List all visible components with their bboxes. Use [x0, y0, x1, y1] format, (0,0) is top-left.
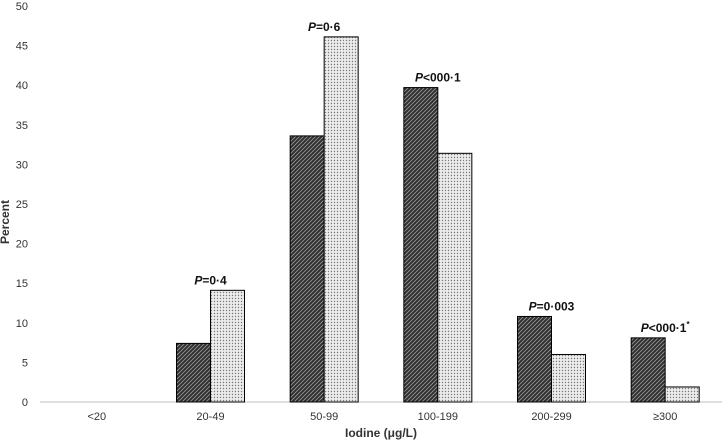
y-tick-label: 5	[22, 357, 28, 369]
bar-dark	[176, 342, 211, 403]
x-tick-label: ≥300	[653, 411, 677, 423]
y-tick-label: 45	[16, 41, 28, 53]
bars	[176, 36, 700, 403]
bar-light	[551, 353, 586, 403]
p-value-label: P=0·003	[529, 299, 575, 313]
y-tick-label: 40	[16, 80, 28, 92]
bar-dark	[289, 135, 325, 403]
y-tick-label: 20	[16, 239, 28, 251]
y-tick-label: 10	[16, 318, 28, 330]
p-value-label: P=0·6	[308, 20, 341, 34]
p-value-label: P=0·4	[194, 273, 227, 287]
p-value-text: =0·6	[316, 20, 341, 34]
p-symbol: P	[415, 71, 424, 85]
bar-dark	[517, 315, 552, 403]
y-axis: 0 5 10 15 20 25 30 35 40 45 50	[16, 1, 28, 409]
p-symbol: P	[529, 299, 538, 313]
p-value-label: P<000·1	[415, 71, 461, 85]
y-tick-label: 35	[16, 120, 28, 132]
p-symbol: P	[641, 321, 650, 335]
p-value-label: P<000·1*	[641, 320, 691, 335]
p-symbol: P	[194, 273, 203, 287]
y-tick-label: 50	[16, 1, 28, 13]
y-tick-label: 0	[22, 397, 28, 409]
p-value-text: <000·1	[649, 321, 687, 335]
x-tick-label: 200-299	[531, 411, 571, 423]
y-tick-label: 25	[16, 199, 28, 211]
bar-light	[437, 152, 473, 403]
p-value-text: =0·003	[537, 299, 575, 313]
x-tick-label: <20	[87, 411, 106, 423]
bar-dark	[403, 87, 439, 403]
x-axis: <20 20-49 50-99 100-199 200-299 ≥300	[40, 401, 722, 423]
x-tick-label: 20-49	[196, 411, 224, 423]
p-value-asterisk: *	[686, 320, 690, 329]
p-value-text: <000·1	[423, 71, 461, 85]
x-axis-title: Iodine (μg/L)	[345, 426, 417, 440]
y-tick-label: 30	[16, 159, 28, 171]
p-symbol: P	[308, 20, 317, 34]
y-axis-title: Percent	[0, 200, 12, 244]
x-tick-label: 50-99	[310, 411, 338, 423]
bar-light	[664, 386, 700, 403]
x-tick-label: 100-199	[418, 411, 458, 423]
bar-light	[210, 289, 245, 403]
bar-dark	[630, 337, 666, 403]
p-value-text: =0·4	[202, 273, 227, 287]
y-tick-label: 15	[16, 278, 28, 290]
bar-light	[323, 36, 359, 403]
